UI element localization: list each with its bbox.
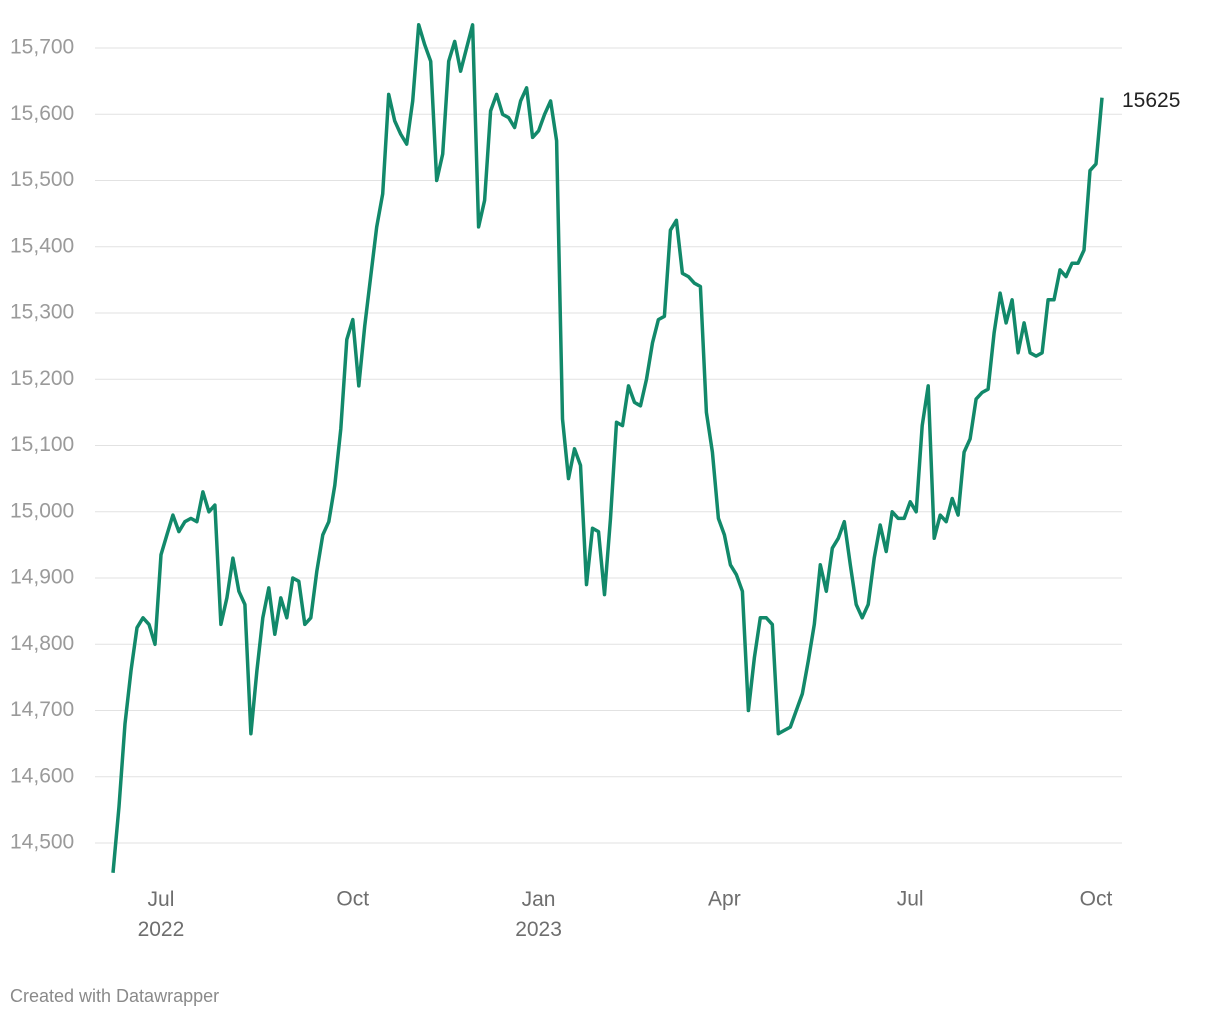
y-tick-label: 14,900 [10,566,74,589]
line [111,23,1104,873]
x-tick-label: Apr [708,888,741,911]
x-tick-label: Jul 2022 [138,888,185,941]
y-tick-label: 15,500 [10,168,74,191]
y-tick-label: 14,500 [10,831,74,854]
x-tick-label: Jan 2023 [515,888,562,941]
x-tick-label: Jul [897,888,924,911]
y-tick-label: 14,600 [10,764,74,787]
y-tick-label: 15,600 [10,102,74,125]
y-tick-label: 14,700 [10,698,74,721]
x-tick-label: Oct [1080,888,1113,911]
x-tick-label: Oct [336,888,369,911]
y-tick-label: 15,200 [10,367,74,390]
y-tick-label: 15,000 [10,499,74,522]
credit: Created with Datawrapper [10,986,219,1006]
value-label: 15625 [1122,89,1180,112]
y-tick-label: 15,700 [10,36,74,59]
y-tick-label: 15,100 [10,433,74,456]
y-tick-label: 14,800 [10,632,74,655]
y-tick-label: 15,400 [10,234,74,257]
y-tick-label: 15,300 [10,301,74,324]
